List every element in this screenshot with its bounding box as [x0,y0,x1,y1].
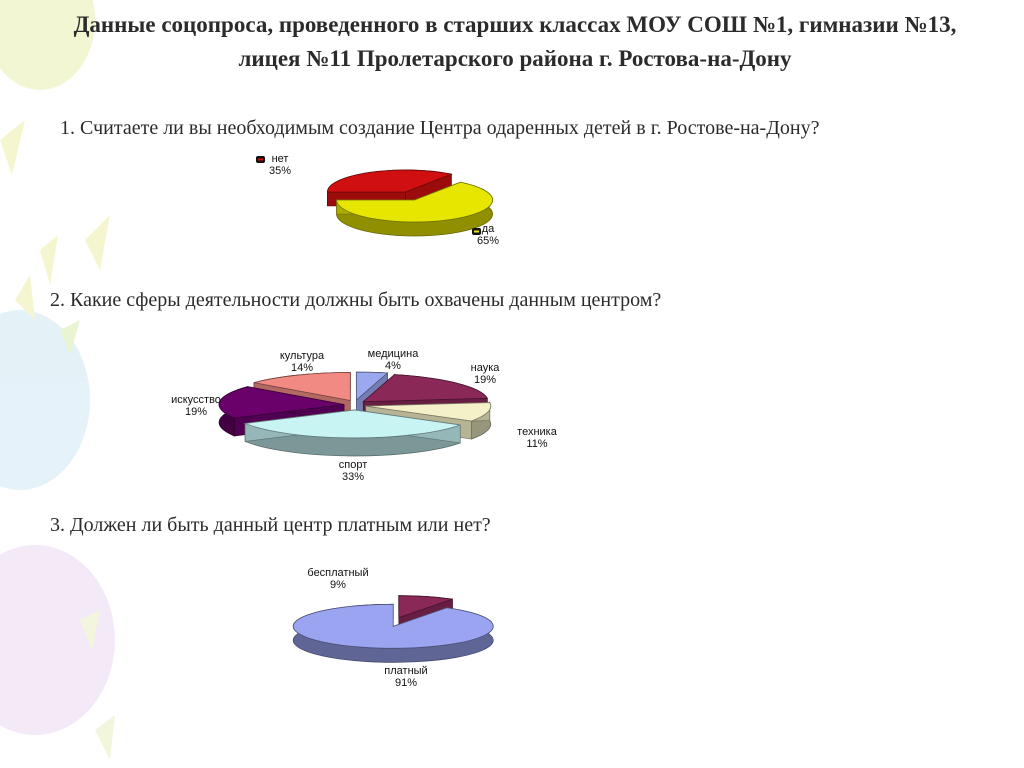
slice-label-1-5: культура [280,350,325,362]
question-2: 2. Какие сферы деятельности должны быть … [50,289,662,311]
slice-percent-1-3: 33% [342,471,364,483]
pie-slice-0-1 [336,181,493,237]
question-3: 3. Должен ли быть данный центр платным и… [50,514,491,536]
pie-slice-1-3 [243,409,461,457]
slice-percent-0-1: 65% [477,235,499,247]
slice-label-1-0: медицина [368,348,420,360]
slice-label-1-3: спорт [339,459,368,471]
slice-label-2-0: бесплатный [307,567,368,579]
slice-percent-0-0: 35% [269,165,291,177]
slice-label-1-2: техника [517,426,558,438]
slice-percent-2-1: 91% [395,677,417,689]
slice-percent-1-0: 4% [385,360,401,372]
slice-percent-1-2: 11% [526,438,547,450]
slice-label-1-4: искусство [171,394,221,406]
slide-title: Данные соцопроса, проведенного в старших… [73,12,957,71]
slice-label-0-1: да [482,223,495,235]
slice-percent-2-0: 9% [330,579,346,591]
slice-percent-1-1: 19% [474,374,496,386]
slice-label-1-1: наука [471,362,501,374]
slice-percent-1-4: 19% [185,406,207,418]
slice-label-0-0: нет [272,153,289,165]
pie-slice-2-1 [292,603,494,663]
slice-percent-1-5: 14% [291,362,313,374]
slice-label-2-1: платный [384,665,427,677]
question-1: 1. Считаете ли вы необходимым создание Ц… [60,117,820,139]
